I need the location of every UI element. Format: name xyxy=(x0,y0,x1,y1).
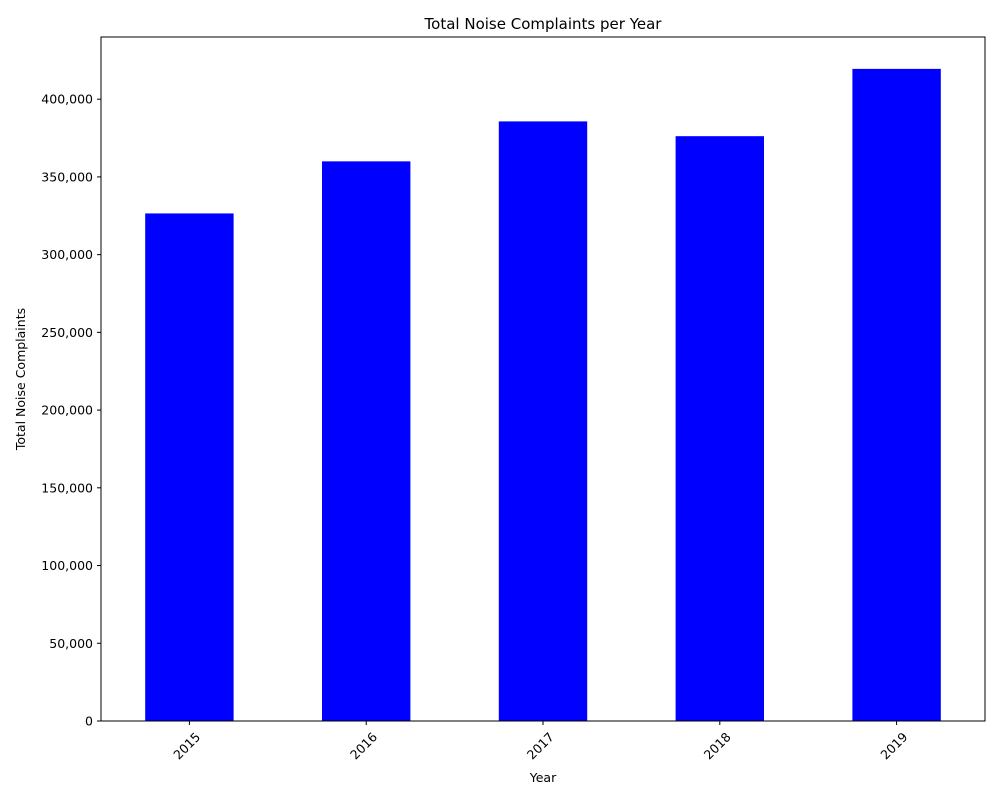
bar-2015 xyxy=(145,213,234,721)
bars-layer xyxy=(145,68,941,722)
y-tick-label: 200,000 xyxy=(41,403,93,418)
y-tick-label: 100,000 xyxy=(41,558,93,573)
y-tick-label: 0 xyxy=(85,714,93,729)
y-tick-label: 400,000 xyxy=(41,92,93,107)
x-axis-label: Year xyxy=(529,770,557,785)
y-tick-label: 50,000 xyxy=(49,636,93,651)
bar-2019 xyxy=(852,68,941,722)
y-axis: 0 50,000 100,000 150,000 200,000 250,000 300,0… xyxy=(41,92,101,729)
bar-2018 xyxy=(675,136,764,721)
bar-2017 xyxy=(498,121,588,721)
chart-title: Total Noise Complaints per Year xyxy=(424,15,663,33)
plot-frame xyxy=(100,36,986,722)
bar-2016 xyxy=(322,161,411,722)
y-tick-label: 250,000 xyxy=(41,325,93,340)
y-axis-label: Total Noise Complaints xyxy=(13,308,28,451)
y-tick-label: 150,000 xyxy=(41,480,93,495)
y-tick-label: 350,000 xyxy=(41,169,93,184)
y-tick-label: 300,000 xyxy=(41,247,93,262)
